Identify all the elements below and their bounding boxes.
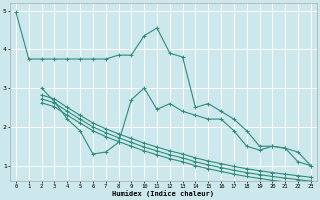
X-axis label: Humidex (Indice chaleur): Humidex (Indice chaleur) [112, 190, 214, 197]
